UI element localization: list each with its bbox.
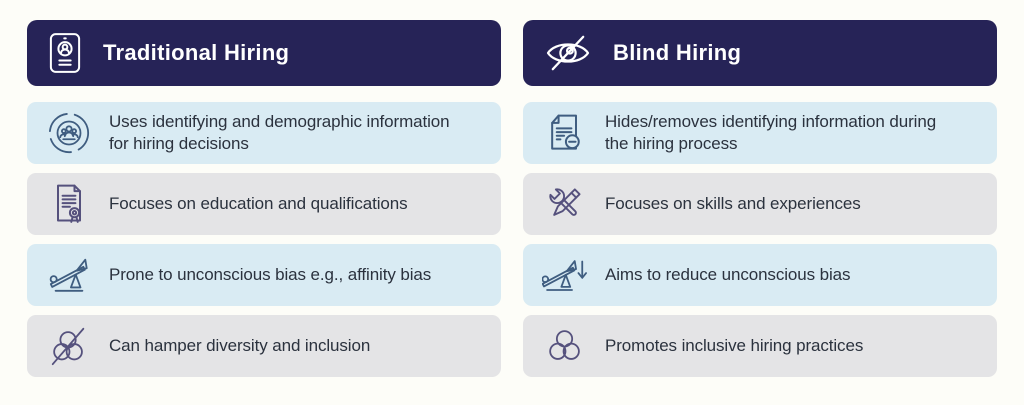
certificate-icon xyxy=(45,180,93,228)
seesaw-bias-icon xyxy=(45,251,93,299)
table-row: Can hamper diversity and inclusion xyxy=(27,315,501,377)
table-row: Uses identifying and demographic informa… xyxy=(27,102,501,164)
table-row: Prone to unconscious bias e.g., affinity… xyxy=(27,244,501,306)
column-title: Traditional Hiring xyxy=(103,40,290,65)
overlapping-circles-slash-icon xyxy=(45,322,93,370)
row-text: Can hamper diversity and inclusion xyxy=(109,335,371,355)
target-people-icon xyxy=(45,109,93,157)
table-row: Focuses on education and qualifications xyxy=(27,173,501,235)
row-text: Focuses on education and qualifications xyxy=(109,193,408,213)
row-text: Hides/removes identifying information du… xyxy=(605,111,937,153)
traditional-hiring-column: Traditional Hiring Uses identifying and … xyxy=(27,20,501,377)
row-text: Promotes inclusive hiring practices xyxy=(605,335,864,355)
blind-hiring-header: Blind Hiring xyxy=(523,20,997,86)
table-row: Aims to reduce unconscious bias xyxy=(523,244,997,306)
blind-hiring-column: Blind Hiring Hides/removes identifying i… xyxy=(523,20,997,377)
table-row: Focuses on skills and experiences xyxy=(523,173,997,235)
row-text: Aims to reduce unconscious bias xyxy=(605,264,851,284)
document-remove-icon xyxy=(541,109,589,157)
row-text: Uses identifying and demographic informa… xyxy=(109,111,450,153)
id-badge-icon xyxy=(49,32,81,74)
column-title: Blind Hiring xyxy=(613,40,742,65)
table-row: Promotes inclusive hiring practices xyxy=(523,315,997,377)
eye-slash-icon xyxy=(545,33,591,73)
traditional-hiring-header: Traditional Hiring xyxy=(27,20,501,86)
table-row: Hides/removes identifying information du… xyxy=(523,102,997,164)
seesaw-down-arrow-icon xyxy=(541,251,589,299)
row-text: Focuses on skills and experiences xyxy=(605,193,861,213)
overlapping-circles-icon xyxy=(541,322,589,370)
wrench-pencil-icon xyxy=(541,180,589,228)
row-text: Prone to unconscious bias e.g., affinity… xyxy=(109,264,432,284)
